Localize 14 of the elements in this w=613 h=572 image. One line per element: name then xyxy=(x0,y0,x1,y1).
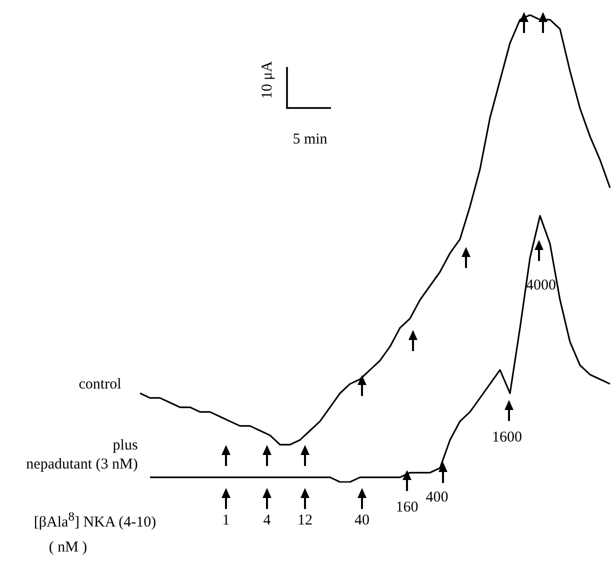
text: 1 xyxy=(222,512,230,530)
text: 160 xyxy=(396,498,418,518)
series-label: plus nepadutant (3 nM) xyxy=(26,436,138,474)
text: 12 xyxy=(298,512,312,530)
text: ( nM ) xyxy=(48,538,88,558)
text: 4 xyxy=(263,512,271,530)
text: 40 xyxy=(354,512,370,530)
annotation: 10 μA xyxy=(258,61,277,99)
annotation: 5 min xyxy=(292,130,328,150)
text: 400 xyxy=(426,488,448,508)
annotation: 1600 xyxy=(492,428,522,448)
text: [βAla$^{8}$] NKA (4-10) xyxy=(34,510,156,532)
series-label: control xyxy=(78,376,122,394)
annotation: 4000 xyxy=(526,276,556,296)
